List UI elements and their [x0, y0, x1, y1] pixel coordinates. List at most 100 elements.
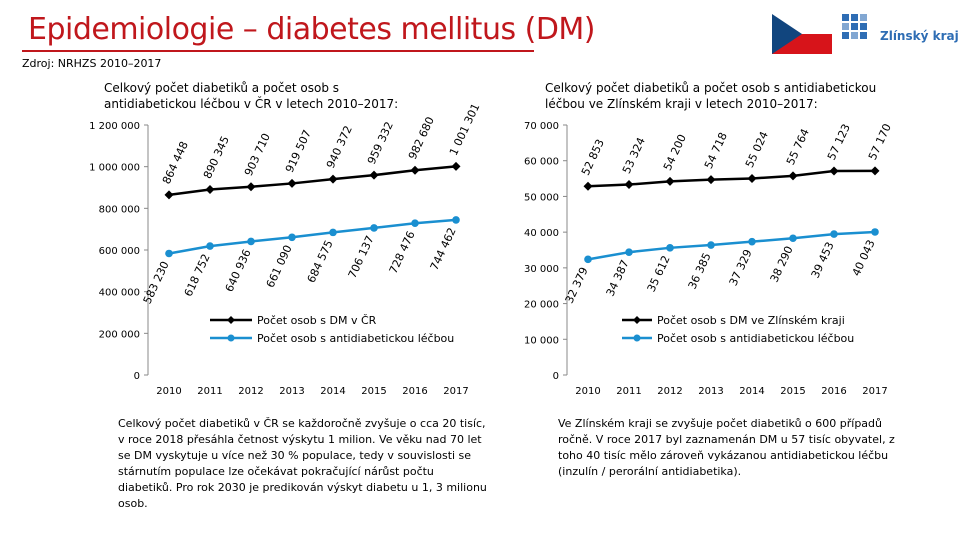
data-point	[747, 173, 757, 183]
data-label: 618 752	[182, 252, 213, 299]
data-label: 959 332	[365, 120, 396, 167]
series-line	[587, 230, 876, 261]
chart-title-zlin: Celkový počet diabetiků a počet osob s a…	[545, 81, 877, 111]
page-title: Epidemiologie – diabetes mellitus (DM)	[28, 12, 596, 47]
legend-marker	[633, 316, 641, 324]
title-underline	[22, 50, 534, 52]
data-point	[829, 166, 839, 176]
series-line	[168, 165, 457, 197]
legend-label: Počet osob s DM ve Zlínském kraji	[657, 314, 845, 327]
data-point	[748, 237, 756, 246]
data-point	[583, 181, 593, 191]
x-tick-label: 2013	[279, 386, 304, 397]
x-tick-label: 2012	[657, 386, 682, 397]
x-tick-label: 2017	[862, 386, 887, 397]
x-tick-label: 2017	[443, 386, 468, 397]
data-label: 52 853	[579, 137, 607, 177]
series-line	[168, 218, 457, 255]
y-tick-label: 60 000	[524, 157, 559, 168]
data-label: 53 324	[620, 135, 648, 175]
data-point	[665, 176, 675, 186]
data-point	[625, 248, 633, 256]
x-tick-label: 2013	[698, 386, 723, 397]
y-tick-label: 800 000	[99, 204, 140, 215]
data-label: 54 718	[702, 130, 730, 170]
x-tick-label: 2010	[156, 386, 181, 397]
data-label: 890 345	[201, 134, 232, 181]
data-point	[788, 171, 798, 181]
data-label: 39 453	[809, 240, 837, 280]
data-label: 864 448	[160, 139, 191, 186]
data-point	[328, 174, 338, 184]
y-tick-label: 20 000	[524, 300, 559, 311]
czech-flag-icon	[772, 14, 832, 54]
data-label: 940 372	[324, 124, 355, 171]
data-point	[666, 244, 674, 252]
data-point	[288, 233, 296, 242]
x-tick-label: 2014	[739, 386, 764, 397]
data-point	[370, 224, 378, 232]
data-label: 982 680	[406, 115, 437, 162]
data-label: 55 764	[784, 127, 812, 167]
legend-label: Počet osob s antidiabetickou léčbou	[257, 332, 454, 345]
data-point	[246, 182, 256, 192]
data-label: 37 329	[727, 247, 755, 287]
y-tick-label: 0	[134, 371, 140, 382]
data-label: 640 936	[223, 247, 254, 294]
data-point	[584, 255, 592, 264]
source-note: Zdroj: NRHZS 2010–2017	[22, 57, 162, 70]
chart-cr: 0 200 000 400 000 600 000 800 000 1 000 000 1 …	[89, 101, 482, 397]
data-point	[452, 216, 460, 224]
data-point	[205, 185, 215, 195]
y-tick-label: 50 000	[524, 192, 559, 203]
note-zlin: Ve Zlínském kraji se zvyšuje počet diabe…	[558, 417, 895, 478]
data-label: 34 387	[604, 258, 632, 298]
data-label: 35 612	[645, 254, 673, 294]
data-point	[411, 219, 419, 228]
data-point	[624, 180, 634, 190]
legend-label: Počet osob s antidiabetickou léčbou	[657, 332, 854, 345]
x-tick-label: 2016	[821, 386, 846, 397]
data-label: 661 090	[264, 243, 295, 290]
y-tick-label: 30 000	[524, 264, 559, 275]
data-label: 903 710	[242, 131, 273, 178]
data-label: 1 001 301	[447, 101, 482, 157]
data-point	[830, 230, 838, 238]
data-point	[369, 170, 379, 180]
y-tick-label: 400 000	[99, 288, 140, 299]
x-tick-label: 2015	[780, 386, 805, 397]
y-tick-label: 200 000	[99, 329, 140, 340]
y-tick-label: 0	[553, 371, 559, 382]
data-label: 40 043	[850, 238, 878, 278]
data-label: 57 170	[866, 122, 894, 162]
data-point	[329, 228, 337, 237]
data-label: 744 462	[428, 226, 459, 273]
legend-marker	[633, 334, 641, 342]
y-tick-label: 40 000	[524, 228, 559, 239]
data-label: 54 200	[661, 132, 689, 172]
data-point	[164, 190, 174, 200]
data-point	[706, 175, 716, 185]
x-tick-label: 2015	[361, 386, 386, 397]
x-tick-label: 2014	[320, 386, 345, 397]
data-point	[247, 237, 255, 246]
data-point	[206, 242, 214, 250]
x-tick-label: 2011	[197, 386, 222, 397]
data-point	[707, 241, 715, 249]
logo-grid-icon	[842, 14, 876, 48]
data-label: 706 137	[346, 234, 377, 281]
chart-title-cr: Celkový počet diabetiků a počet osob s a…	[104, 81, 399, 111]
x-tick-label: 2012	[238, 386, 263, 397]
x-tick-label: 2010	[575, 386, 600, 397]
data-point	[870, 166, 880, 176]
x-tick-label: 2016	[402, 386, 427, 397]
data-point	[287, 178, 297, 188]
data-label: 919 507	[283, 128, 314, 175]
legend-marker	[227, 334, 235, 342]
region-logo: Zlínský kraj	[772, 14, 959, 59]
data-label: 728 476	[387, 229, 418, 276]
logo-text: Zlínský kraj	[880, 29, 959, 43]
data-point	[871, 228, 879, 236]
data-point	[410, 165, 420, 175]
